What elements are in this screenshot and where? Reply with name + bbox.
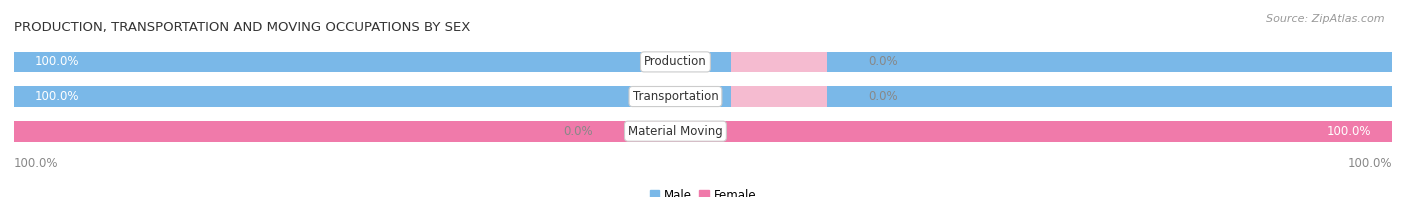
Text: 100.0%: 100.0% — [14, 157, 59, 170]
Bar — [731, 52, 827, 72]
Text: 100.0%: 100.0% — [35, 90, 79, 103]
Text: Material Moving: Material Moving — [628, 125, 723, 138]
Bar — [731, 86, 827, 107]
Text: Production: Production — [644, 55, 707, 68]
Bar — [14, 52, 1392, 72]
Bar — [14, 86, 1392, 107]
Text: 100.0%: 100.0% — [1347, 157, 1392, 170]
Bar — [14, 121, 1392, 141]
Text: Transportation: Transportation — [633, 90, 718, 103]
Text: 100.0%: 100.0% — [35, 55, 79, 68]
Text: 0.0%: 0.0% — [564, 125, 593, 138]
Text: 0.0%: 0.0% — [869, 55, 898, 68]
Legend: Male, Female: Male, Female — [645, 185, 761, 197]
Bar — [14, 86, 1392, 107]
Text: 100.0%: 100.0% — [1327, 125, 1371, 138]
Bar — [14, 52, 1392, 72]
Bar — [14, 121, 1392, 141]
Text: 0.0%: 0.0% — [869, 90, 898, 103]
Bar — [14, 121, 111, 141]
Text: Source: ZipAtlas.com: Source: ZipAtlas.com — [1267, 14, 1385, 24]
Text: PRODUCTION, TRANSPORTATION AND MOVING OCCUPATIONS BY SEX: PRODUCTION, TRANSPORTATION AND MOVING OC… — [14, 21, 471, 34]
